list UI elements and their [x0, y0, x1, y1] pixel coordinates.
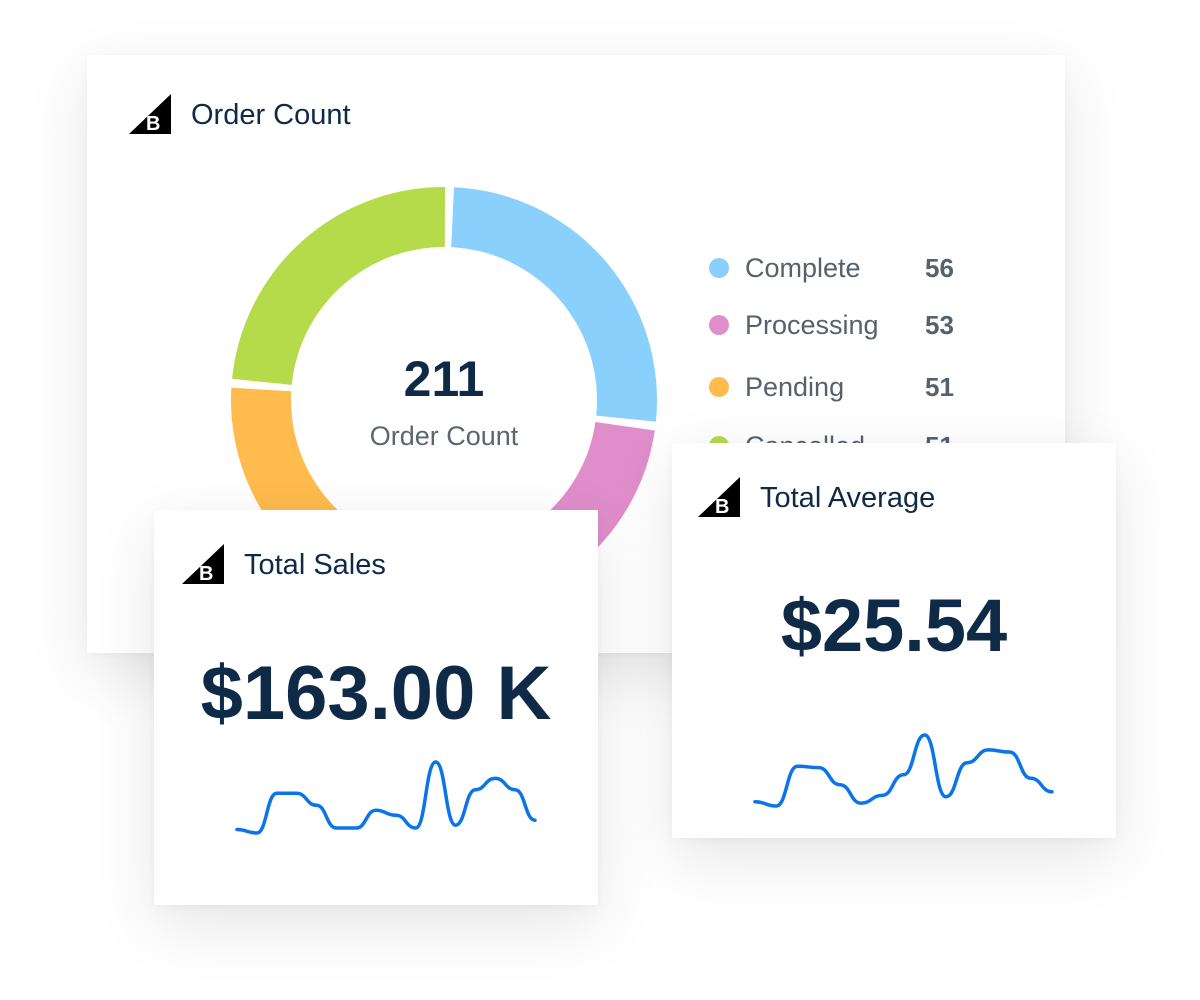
bigcommerce-logo-icon: B — [182, 544, 224, 585]
card-header: B Total Sales — [182, 544, 386, 586]
sparkline-path — [753, 733, 1054, 808]
legend-item-complete: Complete 56 — [709, 252, 969, 283]
svg-text:B: B — [146, 113, 160, 135]
donut-segment-cancelled — [232, 187, 446, 385]
svg-text:B: B — [199, 563, 213, 585]
total-sales-value: $163.00 K — [200, 651, 552, 736]
legend-item-processing: Processing 53 — [709, 309, 969, 340]
card-header: B Total Average — [698, 477, 935, 519]
legend-label: Pending — [745, 371, 845, 402]
total-average-card: B Total Average $25.54 — [672, 443, 1116, 838]
bigcommerce-logo-icon: B — [129, 94, 171, 135]
legend-dot — [709, 258, 729, 278]
legend-value: 56 — [925, 252, 954, 283]
order-total-label: Order Count — [369, 421, 519, 451]
card-header: B Order Count — [129, 94, 351, 136]
total-average-sparkline — [753, 733, 1054, 808]
bigcommerce-logo-icon: B — [698, 477, 740, 518]
legend-dot — [709, 315, 729, 335]
legend-dot — [709, 377, 729, 397]
legend-value: 53 — [925, 309, 954, 340]
order-total: 211 — [403, 351, 485, 407]
legend-label: Processing — [745, 309, 879, 340]
sparkline-path — [235, 760, 537, 835]
donut-segment-complete — [451, 187, 657, 422]
total-sales-card: B Total Sales $163.00 K — [154, 510, 598, 905]
card-title: Total Sales — [244, 548, 386, 581]
legend-label: Complete — [745, 252, 861, 283]
legend-item-pending: Pending 51 — [709, 371, 969, 402]
card-title: Total Average — [760, 481, 936, 514]
legend-value: 51 — [925, 371, 954, 402]
total-sales-sparkline — [235, 760, 537, 835]
svg-text:B: B — [715, 496, 729, 518]
card-title: Order Count — [191, 98, 351, 131]
total-average-value: $25.54 — [780, 584, 1008, 667]
